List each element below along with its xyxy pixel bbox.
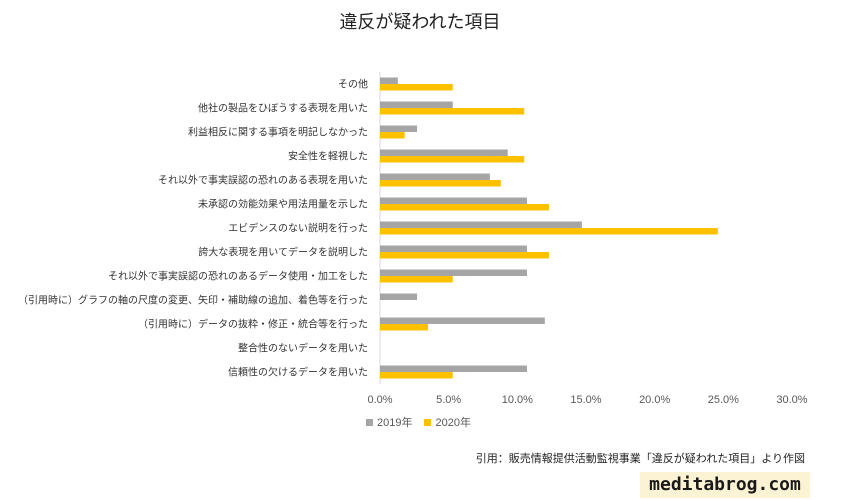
x-tick-label: 5.0% <box>436 394 461 406</box>
bar-2019-row-11 <box>380 317 545 324</box>
category-label: 未承認の効能効果や用法用量を示した <box>198 198 368 211</box>
legend: 2019年 2020年 <box>366 414 483 430</box>
source-note: 引用：販売情報提供活動監視事業「違反が疑われた項目」より作図 <box>475 453 805 465</box>
legend-label-2020: 2020年 <box>435 417 471 429</box>
bar-2019-row-5 <box>380 173 490 180</box>
x-tick-label: 25.0% <box>708 394 739 406</box>
category-label: 整合性のないデータを用いた <box>238 342 368 355</box>
x-tick-label: 30.0% <box>776 394 807 406</box>
category-label: それ以外で事実誤認の恐れのある表現を用いた <box>158 174 368 187</box>
legend-item-2019: 2019年 <box>366 414 412 430</box>
category-label: 安全性を軽視した <box>288 150 368 163</box>
category-label: 利益相反に関する事項を明記しなかった <box>188 126 368 139</box>
bar-chart: その他他社の製品をひぼうする表現を用いた利益相反に関する事項を明記しなかった安全… <box>18 72 808 406</box>
x-tick-label: 15.0% <box>570 394 601 406</box>
bar-2019-row-10 <box>380 293 418 300</box>
x-tick-label: 10.0% <box>502 394 533 406</box>
bar-2020-row-1 <box>380 84 453 91</box>
category-label: エビデンスのない説明を行った <box>228 222 368 235</box>
bar-2020-row-5 <box>380 180 501 187</box>
bar-2019-row-13 <box>380 365 527 372</box>
x-tick-label: 0.0% <box>367 394 392 406</box>
category-label: その他 <box>338 78 368 91</box>
category-label: 信頼性の欠けるデータを用いた <box>228 366 368 379</box>
bar-2019-row-6 <box>380 197 527 204</box>
bar-2020-row-9 <box>380 276 453 283</box>
bar-2020-row-8 <box>380 252 549 259</box>
legend-swatch-2019 <box>366 418 373 426</box>
bar-2020-row-2 <box>380 108 525 115</box>
x-tick-label: 20.0% <box>639 394 670 406</box>
bar-2019-row-4 <box>380 149 508 156</box>
category-label: 誇大な表現を用いてデータを説明した <box>198 246 368 259</box>
bar-2020-row-3 <box>380 132 405 139</box>
bar-2019-row-1 <box>380 77 398 84</box>
bar-2020-row-7 <box>380 228 718 235</box>
bar-2020-row-6 <box>380 204 549 211</box>
bar-2019-row-8 <box>380 245 527 252</box>
bar-2019-row-9 <box>380 269 527 276</box>
bar-2019-row-7 <box>380 221 582 228</box>
category-label: それ以外で事実誤認の恐れのあるデータ使用・加工をした <box>108 270 368 283</box>
category-label: （引用時に）データの抜粋・修正・統合等を行った <box>138 318 368 331</box>
bar-2019-row-3 <box>380 125 418 132</box>
category-label: 他社の製品をひぼうする表現を用いた <box>198 102 368 115</box>
chart-title: 違反が疑われた項目 <box>339 12 501 32</box>
category-label: （引用時に）グラフの軸の尺度の変更、矢印・補助線の追加、着色等を行った <box>18 294 368 307</box>
legend-label-2019: 2019年 <box>377 417 413 429</box>
bar-2020-row-11 <box>380 324 429 331</box>
site-watermark: meditabrog.com <box>640 472 810 498</box>
bar-2019-row-2 <box>380 101 453 108</box>
bar-2020-row-4 <box>380 156 525 163</box>
legend-swatch-2020 <box>424 418 432 426</box>
bar-2020-row-13 <box>380 372 453 379</box>
legend-item-2020: 2020年 <box>424 414 471 430</box>
